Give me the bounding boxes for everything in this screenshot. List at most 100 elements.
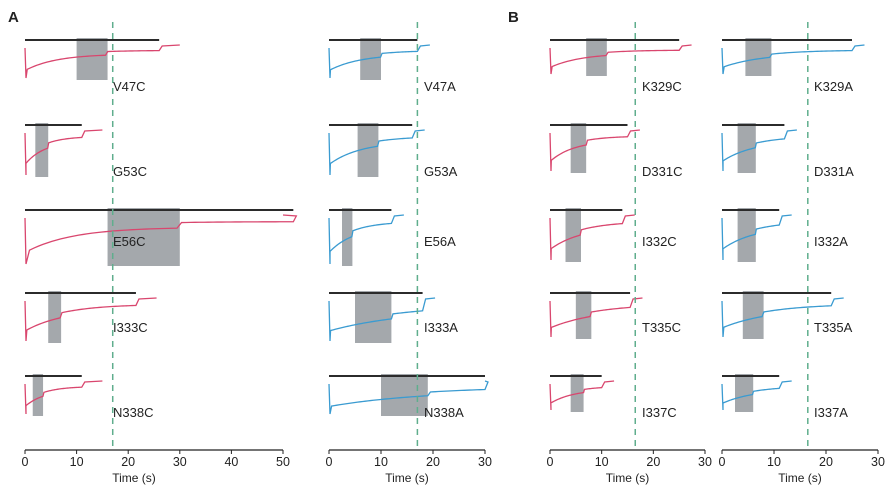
current-trace: [721, 380, 792, 411]
current-trace: [24, 214, 298, 265]
trace-label: D331C: [642, 164, 682, 179]
trace-i333c: I333C: [24, 291, 157, 343]
shade-window: [742, 291, 764, 339]
shade-window: [35, 123, 49, 177]
x-tick-label: 20: [819, 455, 833, 469]
trace-n338a: N338A: [328, 374, 489, 420]
current-trace: [721, 129, 797, 172]
trace-label: E56A: [424, 234, 456, 249]
trace-label: N338A: [424, 405, 464, 420]
trace-i337c: I337C: [549, 374, 677, 420]
shade-window: [735, 374, 754, 412]
x-axis-label: Time (s): [606, 471, 650, 485]
trace-label: I333A: [424, 320, 458, 335]
panel-label-a: A: [8, 9, 19, 26]
current-trace: [24, 129, 103, 176]
shade-window: [745, 38, 772, 76]
x-tick-label: 0: [547, 455, 554, 469]
x-tick-label: 30: [871, 455, 885, 469]
trace-label: I333C: [113, 320, 148, 335]
x-tick-label: 20: [646, 455, 660, 469]
current-trace: [328, 297, 436, 342]
current-trace: [721, 214, 792, 261]
trace-label: I337C: [642, 405, 677, 420]
trace-k329c: K329C: [549, 38, 692, 94]
shade-window: [565, 208, 581, 262]
trace-label: I332A: [814, 234, 848, 249]
x-tick-label: 30: [478, 455, 492, 469]
current-trace: [24, 380, 103, 415]
current-trace: [549, 214, 635, 261]
shade-window: [737, 208, 756, 262]
trace-g53a: G53A: [328, 123, 458, 179]
trace-label: K329C: [642, 79, 682, 94]
shade-window: [342, 208, 353, 266]
trace-e56a: E56A: [328, 208, 456, 266]
chart-a-alanine: V47A G53A E56A I333A N338A 0 10 20 30 Time (s): [326, 22, 492, 485]
shade-window: [107, 208, 180, 266]
trace-label: G53C: [113, 164, 147, 179]
trace-label: T335A: [814, 320, 853, 335]
current-trace: [549, 297, 643, 338]
trace-label: T335C: [642, 320, 681, 335]
current-trace: [549, 129, 640, 172]
x-tick-label: 10: [767, 455, 781, 469]
current-trace: [24, 297, 157, 342]
current-trace: [328, 44, 430, 79]
current-trace: [721, 44, 865, 75]
x-tick-label: 0: [326, 455, 333, 469]
trace-v47c: V47C: [24, 38, 180, 94]
current-trace: [721, 297, 844, 338]
x-tick-label: 40: [224, 455, 238, 469]
trace-k329a: K329A: [721, 38, 865, 94]
x-axis-label: Time (s): [112, 471, 156, 485]
shade-window: [76, 38, 108, 80]
shade-window: [32, 374, 44, 416]
trace-i333a: I333A: [328, 291, 458, 343]
current-trace: [549, 44, 692, 75]
x-axis-label: Time (s): [778, 471, 822, 485]
trace-label: V47C: [113, 79, 146, 94]
trace-d331c: D331C: [549, 123, 682, 179]
x-tick-label: 10: [595, 455, 609, 469]
trace-n338c: N338C: [24, 374, 153, 420]
trace-v47a: V47A: [328, 38, 456, 94]
panel-label-b: B: [508, 9, 519, 26]
trace-label: N338C: [113, 405, 153, 420]
chart-b-cysteine: K329C D331C I332C T335C I337C 0 10 20 30 Time (s): [547, 22, 712, 485]
trace-i337a: I337A: [721, 374, 848, 420]
x-tick-label: 20: [121, 455, 135, 469]
trace-label: K329A: [814, 79, 853, 94]
trace-i332a: I332A: [721, 208, 848, 262]
shade-window: [575, 291, 592, 339]
shade-window: [570, 123, 587, 173]
chart-b-alanine: K329A D331A I332A T335A I337A 0 10 20 30 Time (s): [719, 22, 885, 485]
current-trace: [24, 44, 180, 79]
x-tick-label: 30: [173, 455, 187, 469]
trace-label: I332C: [642, 234, 677, 249]
current-trace: [328, 129, 425, 176]
x-tick-label: 20: [426, 455, 440, 469]
trace-g53c: G53C: [24, 123, 147, 179]
x-tick-label: 10: [70, 455, 84, 469]
trace-label: D331A: [814, 164, 854, 179]
shade-window: [355, 291, 392, 343]
current-trace: [328, 380, 489, 415]
x-tick-label: 30: [698, 455, 712, 469]
shade-window: [357, 123, 379, 177]
trace-t335c: T335C: [549, 291, 681, 339]
shade-window: [48, 291, 62, 343]
trace-i332c: I332C: [549, 208, 677, 262]
trace-label: E56C: [113, 234, 146, 249]
trace-t335a: T335A: [721, 291, 853, 339]
x-tick-label: 50: [276, 455, 290, 469]
trace-e56c: E56C: [24, 208, 298, 266]
chart-a-cysteine: V47C G53C E56C I333C N338C 0 10 20 30 40 50 Time (s…: [22, 22, 298, 485]
x-tick-label: 0: [719, 455, 726, 469]
current-trace: [549, 380, 615, 411]
shade-window: [381, 374, 428, 416]
x-tick-label: 10: [374, 455, 388, 469]
trace-d331a: D331A: [721, 123, 854, 179]
trace-label: G53A: [424, 164, 458, 179]
trace-label: I337A: [814, 405, 848, 420]
